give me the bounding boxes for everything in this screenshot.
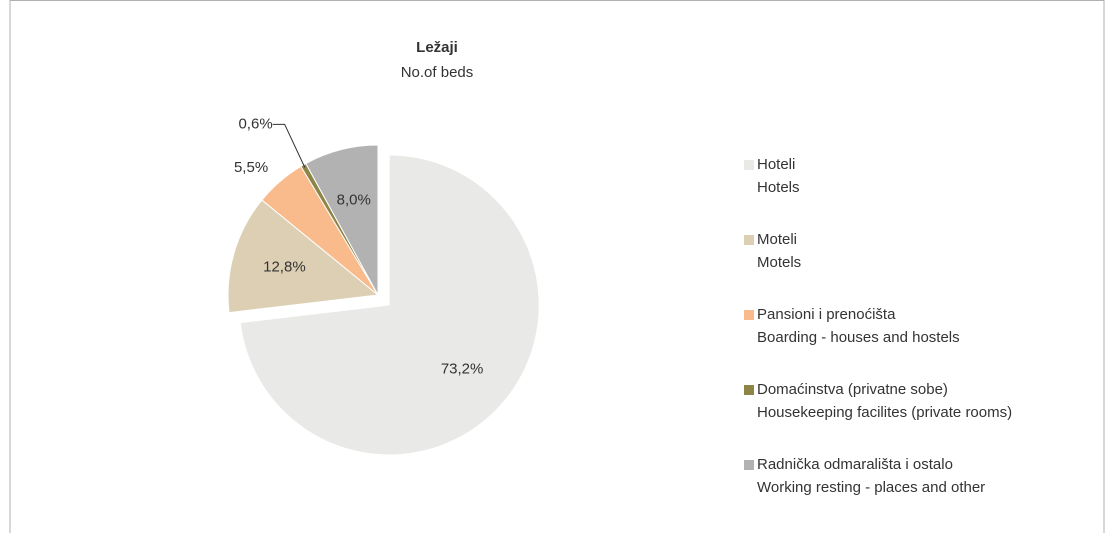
pie-slice xyxy=(239,154,540,456)
pie-slice xyxy=(305,144,379,296)
legend-marker xyxy=(744,160,754,170)
chart-title: Ležaji xyxy=(416,39,458,56)
data-label: 0,6% xyxy=(238,115,272,132)
chart-border xyxy=(9,0,1105,538)
leader-line xyxy=(272,123,306,168)
legend-label: Hoteli xyxy=(757,156,795,173)
legend-label: Radnička odmarališta i ostalo xyxy=(757,456,953,473)
legend-label: Hotels xyxy=(757,179,800,196)
legend-label: Working resting - places and other xyxy=(757,479,985,496)
legend-label: Domaćinstva (privatne sobe) xyxy=(757,381,948,398)
legend-label: Moteli xyxy=(757,231,797,248)
legend-marker xyxy=(744,235,754,245)
legend-label: Motels xyxy=(757,254,801,271)
data-label: 12,8% xyxy=(263,259,306,276)
legend-marker xyxy=(744,385,754,395)
pie-slice xyxy=(227,199,380,314)
legend-label: Pansioni i prenoćišta xyxy=(757,306,896,323)
data-label: 5,5% xyxy=(234,159,268,176)
legend-label: Housekeeping facilites (private rooms) xyxy=(757,404,1012,421)
data-label: 73,2% xyxy=(441,361,484,378)
chart-subtitle: No.of beds xyxy=(401,64,474,81)
data-label: 8,0% xyxy=(337,192,371,209)
legend-marker xyxy=(744,310,754,320)
legend-marker xyxy=(744,460,754,470)
legend-label: Boarding - houses and hostels xyxy=(757,329,960,346)
